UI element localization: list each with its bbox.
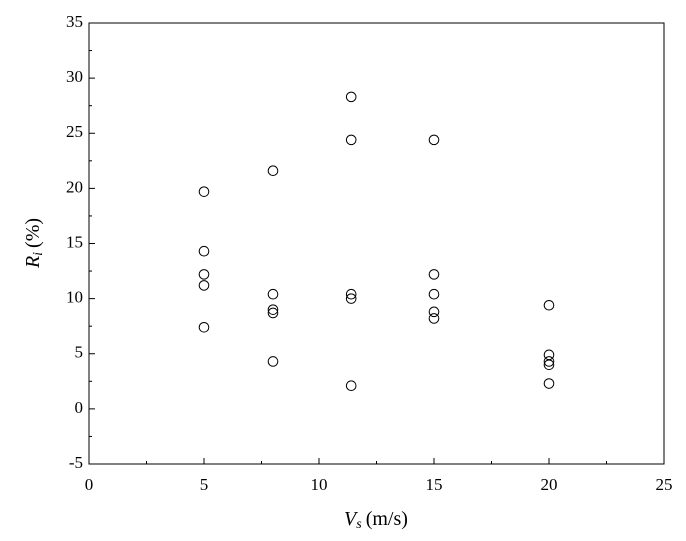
point	[428, 306, 440, 318]
point	[345, 293, 357, 304]
x-tick-label: 5	[200, 475, 209, 494]
point	[543, 299, 555, 311]
plot-frame	[88, 22, 665, 465]
y-tick-label: 0	[75, 398, 84, 417]
point	[198, 245, 210, 257]
point	[267, 356, 279, 367]
y-tick-label: 10	[66, 288, 83, 307]
point	[428, 269, 440, 280]
x-axis-label: Vs (m/s)	[344, 508, 408, 533]
y-tick-label: 15	[66, 232, 83, 251]
point	[543, 359, 555, 371]
y-tick-label: 25	[66, 122, 83, 141]
x-tick-label: 0	[85, 475, 94, 494]
point	[543, 378, 555, 389]
x-tick-label: 10	[311, 475, 328, 494]
point	[345, 288, 357, 300]
y-tick-label: 20	[66, 177, 83, 196]
point	[428, 313, 440, 324]
point	[267, 304, 279, 315]
point	[267, 288, 279, 300]
point	[345, 380, 357, 392]
point	[345, 91, 357, 103]
y-axis-label: Ri(%)	[22, 218, 47, 269]
point	[428, 134, 440, 146]
x-tick-label: 20	[541, 475, 558, 494]
point	[198, 321, 210, 333]
y-tick-label: -5	[69, 453, 83, 472]
point	[345, 134, 357, 146]
point	[267, 165, 279, 177]
point	[198, 186, 210, 197]
y-tick-label: 5	[75, 343, 84, 362]
point	[543, 356, 555, 367]
point	[198, 269, 210, 280]
point	[267, 307, 279, 319]
y-tick-label: 35	[66, 12, 83, 31]
y-tick-label: 30	[66, 67, 83, 86]
x-tick-label: 25	[656, 475, 673, 494]
point	[428, 288, 440, 300]
x-tick-label: 15	[426, 475, 443, 494]
point	[198, 280, 210, 291]
